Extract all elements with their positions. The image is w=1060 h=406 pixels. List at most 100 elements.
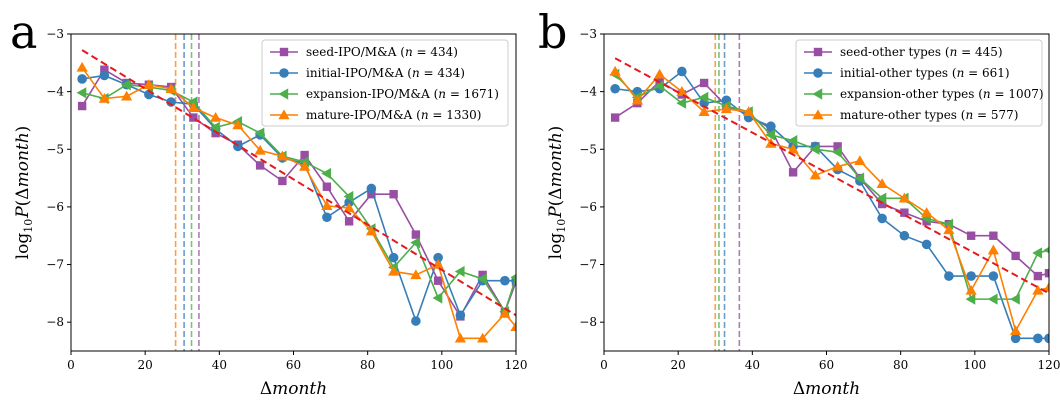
data-point (876, 192, 887, 204)
legend-marker (279, 47, 289, 57)
data-point (876, 178, 888, 189)
data-point (699, 78, 709, 88)
data-point (477, 332, 489, 343)
data-point (189, 113, 198, 122)
x-tick-label: 40 (745, 358, 760, 372)
data-point (499, 307, 511, 318)
data-point (1032, 247, 1043, 259)
data-point (454, 265, 465, 278)
data-point (410, 269, 422, 280)
data-point (654, 68, 666, 79)
legend-entry-2: expansion-IPO/M&A (n = 1671) (270, 87, 499, 101)
data-point (854, 155, 866, 165)
series-1 (77, 70, 516, 326)
data-point (187, 102, 199, 112)
series-3 (76, 61, 516, 343)
legend-box (795, 39, 1043, 127)
data-point (210, 121, 220, 133)
x-tick-label: 60 (819, 358, 834, 372)
x-tick-label: 0 (67, 358, 75, 372)
data-point (610, 113, 620, 122)
legend-label: expansion-IPO/M&A (n = 1671) (306, 87, 499, 101)
x-tick-label: 120 (505, 358, 528, 372)
data-point (1044, 268, 1049, 278)
x-tick-label: 80 (893, 358, 908, 372)
legend-marker (812, 109, 824, 120)
panel-letter: a (10, 5, 37, 59)
data-point (365, 225, 377, 236)
data-point (899, 230, 910, 241)
data-point (1043, 246, 1049, 254)
x-tick-label: 40 (212, 358, 227, 372)
data-point (367, 190, 376, 199)
data-point (900, 208, 909, 217)
legend-box (261, 39, 509, 127)
data-point (510, 321, 516, 331)
y-tick-label: −3 (579, 27, 597, 41)
data-point (965, 284, 977, 295)
legend-entry-3: mature-other types (n = 577) (804, 108, 1018, 122)
x-tick-label: 60 (286, 358, 301, 372)
data-point (321, 200, 333, 210)
data-point (433, 252, 443, 263)
plot-area (76, 34, 516, 351)
data-point (343, 202, 355, 213)
data-point (121, 90, 133, 101)
data-point (76, 87, 87, 99)
data-point (322, 182, 332, 191)
x-axis-label: Δmonth (260, 379, 327, 399)
data-point (1010, 333, 1021, 344)
data-point (698, 106, 710, 117)
data-point (1033, 271, 1043, 281)
data-point (766, 121, 776, 132)
y-tick-label: −6 (579, 200, 597, 214)
y-tick-label: −6 (46, 200, 64, 214)
data-point (454, 332, 466, 343)
data-point (654, 80, 664, 92)
data-point (921, 207, 933, 217)
panel-a: a 0 20 40 60 80 100 120 −8 −7 −6 −5 −4 −3 Δmonth log10P… (10, 5, 527, 399)
data-point (698, 91, 709, 103)
data-point (276, 150, 288, 161)
data-point (787, 135, 798, 147)
data-point (1010, 325, 1022, 336)
data-point (921, 239, 932, 250)
data-point (455, 310, 466, 321)
y-tick-label: −8 (46, 315, 64, 329)
legend-marker (278, 109, 290, 120)
data-point (477, 273, 487, 285)
data-point (411, 230, 421, 239)
data-point (966, 231, 976, 240)
y-tick-label: −5 (579, 142, 597, 156)
data-point (187, 96, 198, 108)
x-tick-label: 20 (671, 358, 686, 372)
data-point (676, 97, 687, 109)
legend-entry-1: initial-other types (n = 661) (804, 66, 1010, 80)
data-point (500, 275, 510, 286)
data-point (432, 258, 444, 269)
data-point (433, 276, 443, 285)
legend-entry-3: mature-IPO/M&A (n = 1330) (270, 108, 481, 122)
legend: seed-IPO/M&A (n = 434) initial-IPO/M&A (n… (261, 39, 509, 127)
data-point (232, 119, 244, 130)
data-point (254, 127, 265, 139)
data-point (677, 66, 687, 77)
data-point (1044, 333, 1049, 344)
data-point (343, 190, 354, 203)
data-point (366, 183, 377, 194)
data-point (121, 79, 131, 91)
data-point (943, 218, 954, 230)
data-point (788, 168, 798, 177)
x-tick-label: 0 (600, 358, 608, 372)
data-point (877, 213, 887, 224)
legend-marker (279, 68, 289, 78)
data-point (944, 271, 954, 281)
data-point (609, 65, 621, 76)
data-point (1033, 333, 1043, 344)
y-tick-label: −5 (46, 142, 64, 156)
fit-line (614, 57, 1049, 295)
data-point (989, 231, 998, 240)
data-point (966, 271, 976, 281)
